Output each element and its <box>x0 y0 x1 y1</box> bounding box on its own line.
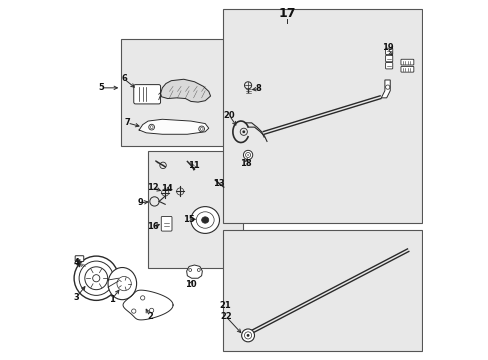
Circle shape <box>148 124 154 130</box>
Text: 12: 12 <box>146 183 158 192</box>
Bar <box>223 9 422 223</box>
Text: 6: 6 <box>121 75 127 84</box>
Text: 9: 9 <box>137 198 143 207</box>
Text: 21: 21 <box>219 301 231 310</box>
Circle shape <box>243 150 252 159</box>
Ellipse shape <box>190 207 219 233</box>
Text: 15: 15 <box>182 215 194 224</box>
Text: 1: 1 <box>108 295 114 304</box>
Bar <box>121 39 241 146</box>
Text: 14: 14 <box>161 184 172 193</box>
Ellipse shape <box>201 217 208 223</box>
Text: 13: 13 <box>213 179 224 188</box>
FancyBboxPatch shape <box>134 85 160 104</box>
Circle shape <box>131 309 136 313</box>
FancyBboxPatch shape <box>400 66 413 72</box>
FancyBboxPatch shape <box>400 59 413 65</box>
FancyBboxPatch shape <box>385 63 392 69</box>
FancyBboxPatch shape <box>385 55 392 62</box>
Text: 18: 18 <box>240 159 252 168</box>
Circle shape <box>242 130 244 133</box>
Circle shape <box>241 329 254 342</box>
Bar <box>223 230 422 351</box>
Polygon shape <box>186 265 202 278</box>
Bar <box>148 152 242 267</box>
Circle shape <box>198 126 204 132</box>
Circle shape <box>93 275 100 282</box>
Ellipse shape <box>108 267 136 300</box>
Text: 11: 11 <box>187 161 199 170</box>
FancyBboxPatch shape <box>75 256 83 261</box>
Circle shape <box>149 308 153 312</box>
Text: 8: 8 <box>255 84 261 93</box>
Text: 5: 5 <box>99 83 104 92</box>
Text: 19: 19 <box>381 43 392 52</box>
Text: 10: 10 <box>185 280 196 289</box>
FancyBboxPatch shape <box>385 48 392 55</box>
Circle shape <box>246 334 249 337</box>
Text: 4: 4 <box>74 258 80 267</box>
Text: 17: 17 <box>278 8 296 21</box>
Polygon shape <box>139 119 208 134</box>
Text: 3: 3 <box>74 293 80 302</box>
Polygon shape <box>381 80 389 98</box>
Circle shape <box>140 296 144 300</box>
Circle shape <box>247 154 248 156</box>
Text: 22: 22 <box>220 312 231 321</box>
Text: 20: 20 <box>223 111 235 120</box>
FancyBboxPatch shape <box>161 216 172 231</box>
Text: 2: 2 <box>146 312 152 321</box>
Text: 7: 7 <box>124 118 130 127</box>
Polygon shape <box>160 79 210 102</box>
Text: 16: 16 <box>146 222 158 231</box>
